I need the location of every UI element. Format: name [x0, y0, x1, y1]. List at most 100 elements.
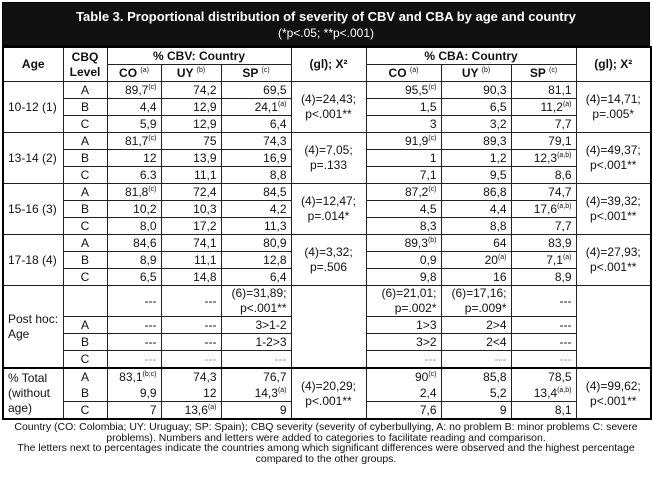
cbq-level: B	[62, 149, 108, 167]
table-cell: ---	[440, 350, 512, 369]
cell-value: ---	[559, 351, 572, 366]
significance-marker: (a,b)	[557, 202, 572, 210]
significance-marker: (c)	[148, 134, 157, 142]
cell-value: ---	[204, 351, 217, 366]
cell-value: 11,1	[194, 252, 217, 267]
table-cell: 6,4	[220, 268, 292, 286]
header-age: Age	[2, 46, 64, 82]
table-cell: 7	[106, 401, 162, 420]
cell-value: 83,1	[119, 369, 143, 384]
header-row: CO (a) UY (b) SP (c) CO (a) UY (b) SP (c)	[3, 64, 651, 82]
cell-value: 8,9	[554, 269, 572, 284]
country-letter: (c)	[548, 66, 558, 74]
cell-value: 90	[414, 369, 429, 384]
cell-value: 11,2	[540, 99, 563, 114]
table-cell: 7,7	[510, 115, 577, 133]
table-cell: 74,1	[160, 234, 222, 252]
age-group-label: Post hoc: Age	[2, 285, 64, 369]
table-cell: 6.3	[106, 166, 162, 184]
cell-value: ---	[494, 351, 507, 366]
chi-square-cbv: (4)=3,32; p=.506	[290, 234, 367, 286]
cell-value: 2,4	[419, 385, 437, 400]
table-cell: 16,9	[220, 149, 292, 167]
cell-value: 17,6	[533, 201, 558, 216]
header-country: CO (a)	[106, 64, 162, 82]
cell-value: 6,4	[269, 269, 287, 284]
table-cell: 84,5	[220, 183, 292, 201]
cell-value: 12	[203, 385, 217, 400]
table-cell: 9	[440, 401, 512, 420]
table-cell: ---	[160, 316, 222, 334]
table-cell: 6,5	[440, 98, 512, 116]
table-cell: 2>4	[440, 316, 512, 334]
cell-value: 72,4	[193, 184, 217, 199]
cell-value: 76,7	[263, 369, 287, 384]
cell-value: 2<4	[486, 334, 507, 349]
cell-value: 9	[279, 402, 287, 417]
table-cell: ---	[510, 285, 577, 317]
cell-value: 74,7	[548, 184, 572, 199]
cell-value: ---	[204, 293, 217, 308]
cell-value: (6)=17,16; p=.009*	[451, 286, 507, 315]
header-country: SP (c)	[220, 64, 292, 82]
table-cell: 4,2	[220, 200, 292, 218]
table-row: B --- --- 1-2>3 3>2 2<4 ---	[3, 333, 651, 351]
cell-value: 75	[203, 133, 217, 148]
table-cell: 64	[440, 234, 512, 252]
table-figure: Table 3. Proportional distribution of se…	[2, 2, 652, 464]
country-code: CO	[388, 65, 407, 80]
table-cell: 1	[365, 149, 442, 167]
cell-value: 12,9	[193, 116, 217, 131]
cell-value: 12	[143, 150, 157, 165]
table-row: C 6,5 14,8 6,4 9,8 16 8,9	[3, 268, 651, 286]
country-code: CO	[119, 65, 138, 80]
significance-marker: (a)	[562, 253, 572, 261]
table-cell: 81,7(c)	[106, 132, 162, 150]
table-cell: 85,8	[440, 367, 512, 385]
table-cell: 6,4	[220, 115, 292, 133]
cbq-level: C	[62, 350, 108, 369]
table-cell: 13,4(a,b)	[510, 385, 577, 402]
cell-value: 9,9	[139, 385, 157, 400]
cell-value: 9	[499, 402, 507, 417]
table-cell: 90,3	[440, 81, 512, 99]
cell-value: 12,9	[193, 99, 217, 114]
table-cell: 91,9(c)	[365, 132, 442, 150]
header-level: CBQ Level	[62, 46, 108, 82]
cell-value: 3	[429, 116, 437, 131]
header-cba-country: % CBA: Country	[365, 46, 577, 65]
significance-marker: (b)	[427, 236, 437, 244]
cell-value: 7,1	[419, 167, 437, 182]
header-country: SP (c)	[510, 64, 577, 82]
country-code: UY	[461, 65, 479, 80]
table-cell: 9	[220, 401, 292, 420]
table-cell: 75	[160, 132, 222, 150]
cell-value: ---	[559, 334, 572, 349]
cell-value: 8,8	[489, 218, 507, 233]
cell-value: (6)=21,01; p=.002*	[381, 286, 437, 315]
chi-square-cbv: (4)=12,47; p=.014*	[290, 183, 367, 235]
cell-value: 14,3	[254, 385, 278, 400]
table-cell: 83,9	[510, 234, 577, 252]
significance-marker: (c)	[428, 370, 437, 378]
table-cell: 10,3	[160, 200, 222, 218]
cell-value: 17,2	[193, 218, 217, 233]
significance-marker: (c)	[428, 83, 437, 91]
cell-value: 4,4	[489, 201, 507, 216]
table-cell: 80,9	[220, 234, 292, 252]
cell-value: 7,7	[554, 218, 572, 233]
table-cell: 89,3	[440, 132, 512, 150]
table-cell: 14,3(a)	[220, 385, 292, 402]
header-country: UY (b)	[160, 64, 222, 82]
cell-value: 4,4	[139, 99, 157, 114]
cell-value: 13,9	[193, 150, 217, 165]
age-group-label: 15-16 (3)	[2, 183, 64, 235]
chi-square-cba: (4)=99,62; p<.001**	[575, 367, 652, 419]
table-row: B 12 13,9 16,9 1 1,2 12,3(a,b)	[3, 149, 651, 167]
table-cell: 2<4	[440, 333, 512, 351]
chi-square-cba: (4)=27,93; p<.001**	[575, 234, 652, 286]
table-cell: 8,3	[365, 217, 442, 235]
table-cell: ---	[106, 285, 162, 317]
cell-value: 10,2	[133, 201, 157, 216]
table-cell: ---	[106, 333, 162, 351]
